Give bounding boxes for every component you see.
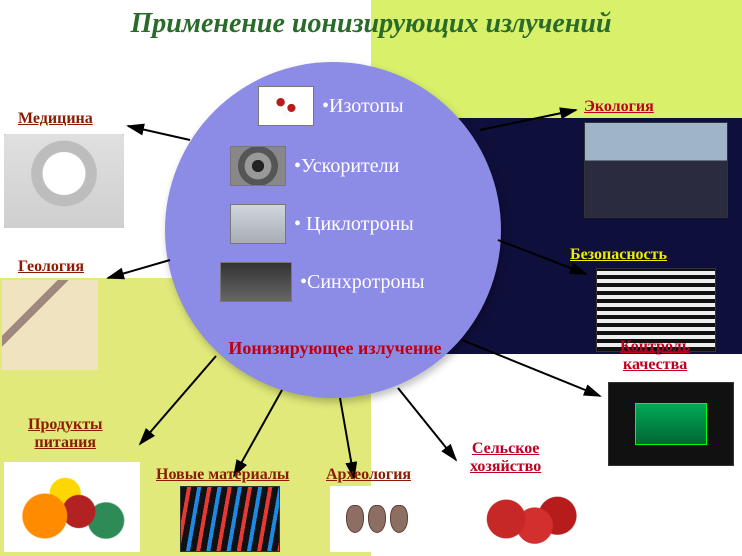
core-item-synchrotrons: •Синхротроны xyxy=(220,262,425,302)
app-label-security: Безопасность xyxy=(570,246,667,264)
circle-caption: Ионизирующее излучение xyxy=(210,338,460,359)
core-item-accelerators: •Ускорители xyxy=(230,146,399,186)
arrow xyxy=(398,388,456,460)
accelerator-icon xyxy=(230,146,286,186)
arrow xyxy=(234,390,282,476)
app-label-geology: Геология xyxy=(18,258,84,276)
app-label-ecology: Экология xyxy=(584,98,654,116)
page-title-text: Применение ионизирующих излучений xyxy=(130,8,611,39)
app-label-archaeology: Археология xyxy=(326,466,411,484)
app-label-agriculture: Сельское хозяйство xyxy=(470,440,541,475)
core-item-cyclotrons: • Циклотроны xyxy=(230,204,414,244)
core-item-label: •Синхротроны xyxy=(300,271,425,294)
app-label-materials: Новые материалы xyxy=(156,466,289,484)
isotopes-icon xyxy=(258,86,314,126)
arrow xyxy=(108,260,170,278)
arrow xyxy=(140,356,216,444)
core-item-isotopes: •Изотопы xyxy=(258,86,404,126)
synchrotron-icon xyxy=(220,262,292,302)
cyclotron-icon xyxy=(230,204,286,244)
app-label-quality: Контроль качества xyxy=(620,338,690,373)
app-label-medicine: Медицина xyxy=(18,110,93,128)
page-title: Применение ионизирующих излучений xyxy=(0,8,742,40)
core-item-label: •Ускорители xyxy=(294,155,399,178)
arrow xyxy=(462,340,600,396)
core-item-label: •Изотопы xyxy=(322,95,404,118)
core-item-label: • Циклотроны xyxy=(294,213,414,236)
app-label-food: Продукты питания xyxy=(28,416,103,451)
arrow xyxy=(128,126,190,140)
arrow xyxy=(480,110,576,130)
